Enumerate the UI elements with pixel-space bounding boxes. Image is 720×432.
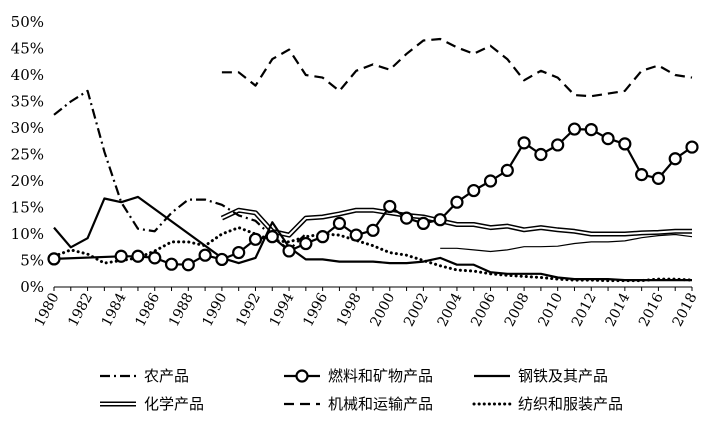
- y-tick-label: 40%: [11, 66, 44, 84]
- x-tick-label: 2014: [603, 290, 634, 329]
- series-1-point: [232, 245, 246, 260]
- series-1-point: [584, 122, 598, 137]
- x-tick-label: 2012: [569, 290, 600, 329]
- series-1-point: [248, 232, 263, 246]
- x-tick-label: 1982: [65, 290, 96, 329]
- series-1-point: [601, 132, 615, 146]
- series-1-point: [517, 136, 531, 150]
- x-tick-label: 1986: [132, 290, 163, 329]
- series-1-point: [164, 257, 179, 271]
- series-1-point: [551, 138, 565, 152]
- series-1-point: [366, 223, 380, 237]
- series-1-point: [635, 168, 649, 182]
- series-1-point: [299, 236, 313, 251]
- x-tick-label: 1980: [32, 290, 63, 329]
- series-1-point: [282, 244, 296, 258]
- x-tick-label: 1996: [300, 290, 331, 329]
- x-tick-label: 2018: [670, 290, 701, 329]
- series-1-point: [685, 140, 699, 154]
- y-tick-label: 45%: [11, 40, 44, 58]
- series-1-point: [198, 248, 212, 262]
- series-0-line: [53, 89, 307, 251]
- x-tick-label: 1992: [233, 290, 264, 329]
- y-tick-label: 35%: [11, 93, 44, 111]
- legend-label: 钢铁及其产品: [518, 367, 608, 385]
- x-tick-label: 1994: [267, 290, 298, 329]
- series-1-point: [215, 252, 229, 267]
- x-axis: 1980 1982 1984 1986 1988 1990 1992 1994 1996 1998…: [32, 286, 701, 329]
- x-tick-label: 1988: [166, 290, 197, 329]
- x-tick-label: 2006: [468, 290, 499, 329]
- x-tick-label: 2008: [502, 290, 533, 329]
- series-1-point: [47, 252, 61, 266]
- series-1-point: [416, 216, 430, 230]
- series-1-point: [181, 258, 195, 272]
- y-tick-label: 5%: [20, 252, 44, 270]
- series-1-point: [534, 147, 548, 162]
- y-tick-label: 30%: [11, 119, 44, 137]
- x-tick-label: 2004: [435, 290, 466, 329]
- series-3-line-inner: [221, 209, 692, 237]
- y-tick-label: 15%: [11, 199, 44, 217]
- series-1-point: [399, 211, 414, 225]
- series-4-line: [221, 37, 693, 98]
- series-1-point: [500, 163, 514, 177]
- series-1-point: [618, 137, 632, 151]
- series-5-line: [52, 226, 694, 283]
- y-tick-label: 20%: [11, 172, 44, 190]
- series-1-point: [131, 249, 145, 263]
- series-1-point: [148, 251, 162, 265]
- series-1-point: [265, 230, 279, 244]
- y-axis-ticks: 0% 5% 10% 15% 20% 25% 30% 35% 40% 45% 50%: [11, 13, 44, 296]
- legend-label: 纺织和服装产品: [518, 395, 623, 413]
- x-tick-label: 2000: [367, 290, 398, 329]
- series-1-point: [433, 213, 447, 227]
- x-tick-label: 1990: [200, 290, 231, 329]
- legend-swatch-marker: [295, 369, 309, 383]
- series-1-point: [349, 228, 363, 242]
- series-1-point: [467, 183, 481, 198]
- series-1-point: [450, 195, 464, 209]
- y-tick-label: 25%: [11, 146, 44, 164]
- x-tick-label: 1998: [334, 290, 365, 329]
- series-1-point: [332, 216, 347, 230]
- series-1-point: [114, 249, 128, 263]
- series-layer: [47, 37, 699, 283]
- series-1-point: [651, 171, 666, 185]
- series-1-point: [668, 152, 682, 166]
- series-1-point: [316, 230, 330, 244]
- y-tick-label: 0%: [20, 278, 44, 296]
- legend-label: 农产品: [144, 367, 189, 385]
- y-tick-label: 50%: [11, 13, 44, 31]
- x-tick-label: 2010: [535, 290, 566, 329]
- legend-label: 化学产品: [144, 395, 204, 413]
- x-tick-label: 2016: [636, 290, 667, 329]
- series-1-point: [567, 122, 582, 136]
- x-tick-label: 2002: [401, 290, 432, 329]
- series-1-point: [383, 199, 397, 214]
- legend-label: 燃料和矿物产品: [328, 367, 433, 385]
- series-2-line: [53, 195, 692, 282]
- legend-label: 机械和运输产品: [328, 395, 433, 413]
- series-1-point: [483, 174, 498, 188]
- x-tick-label: 1984: [99, 290, 130, 329]
- series-6-line: [440, 233, 693, 253]
- y-tick-label: 10%: [11, 225, 44, 243]
